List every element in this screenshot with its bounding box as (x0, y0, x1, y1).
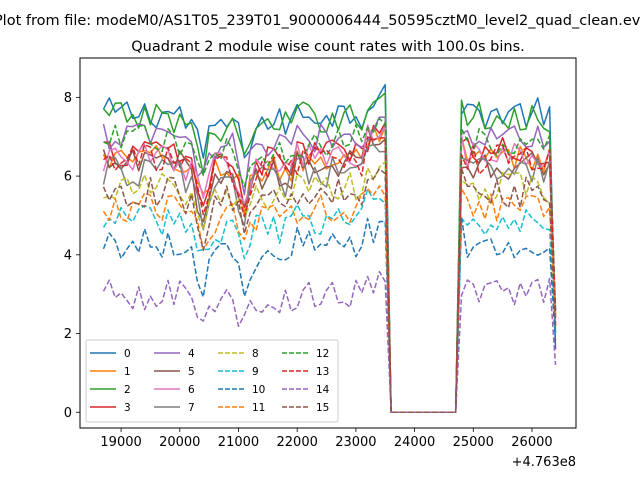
y-tick-label: 6 (64, 170, 72, 185)
series-line-8 (103, 161, 557, 414)
series-line-12 (103, 117, 557, 414)
x-tick-label: 26000 (511, 435, 552, 450)
y-tick-label: 8 (64, 91, 72, 106)
y-tick-label: 4 (64, 248, 72, 263)
x-axis: 19000 20000 21000 22000 23000 24000 25000 26000 (100, 428, 553, 450)
legend-label-15: 15 (316, 402, 329, 414)
series-line-4 (102, 116, 557, 414)
legend-label-5: 5 (188, 366, 195, 378)
legend-label-9: 9 (252, 366, 259, 378)
legend-label-11: 11 (252, 402, 265, 414)
series-line-14 (102, 270, 557, 414)
series-line-9 (102, 188, 557, 414)
legend-label-0: 0 (124, 348, 131, 360)
legend-label-13: 13 (316, 366, 329, 378)
legend-label-10: 10 (252, 384, 265, 396)
legend-label-14: 14 (316, 384, 330, 396)
x-tick-label: 22000 (277, 435, 318, 450)
chart-title: Quadrant 2 module wise count rates with … (131, 39, 525, 55)
x-axis-offset-label: +4.763e8 (512, 455, 576, 470)
series-line-2 (102, 92, 557, 414)
series-line-11 (102, 185, 557, 414)
legend-label-1: 1 (124, 366, 131, 378)
x-tick-label: 25000 (453, 435, 494, 450)
legend-label-8: 8 (252, 348, 259, 360)
series-line-13 (103, 136, 557, 414)
y-tick-label: 2 (64, 327, 72, 342)
legend-label-7: 7 (188, 402, 195, 414)
x-tick-label: 20000 (159, 435, 200, 450)
legend-label-3: 3 (124, 402, 131, 414)
series-layer (102, 83, 557, 414)
y-tick-label: 0 (64, 406, 72, 421)
legend-label-12: 12 (316, 348, 329, 360)
x-tick-label: 19000 (100, 435, 141, 450)
legend-frame (85, 339, 339, 423)
x-tick-label: 24000 (394, 435, 435, 450)
series-line-10 (102, 216, 557, 414)
x-tick-label: 21000 (218, 435, 259, 450)
legend-label-4: 4 (188, 348, 195, 360)
series-line-3 (103, 122, 557, 414)
figure-suptitle: Plot from file: modeM0/AS1T05_239T01_900… (0, 13, 640, 29)
axes-frame (79, 57, 577, 429)
y-axis: 0 2 4 6 8 (64, 91, 80, 421)
x-tick-label: 23000 (335, 435, 376, 450)
series-line-7 (102, 143, 557, 414)
legend-label-2: 2 (124, 384, 131, 396)
series-line-0 (102, 83, 557, 414)
legend-label-6: 6 (188, 384, 195, 396)
